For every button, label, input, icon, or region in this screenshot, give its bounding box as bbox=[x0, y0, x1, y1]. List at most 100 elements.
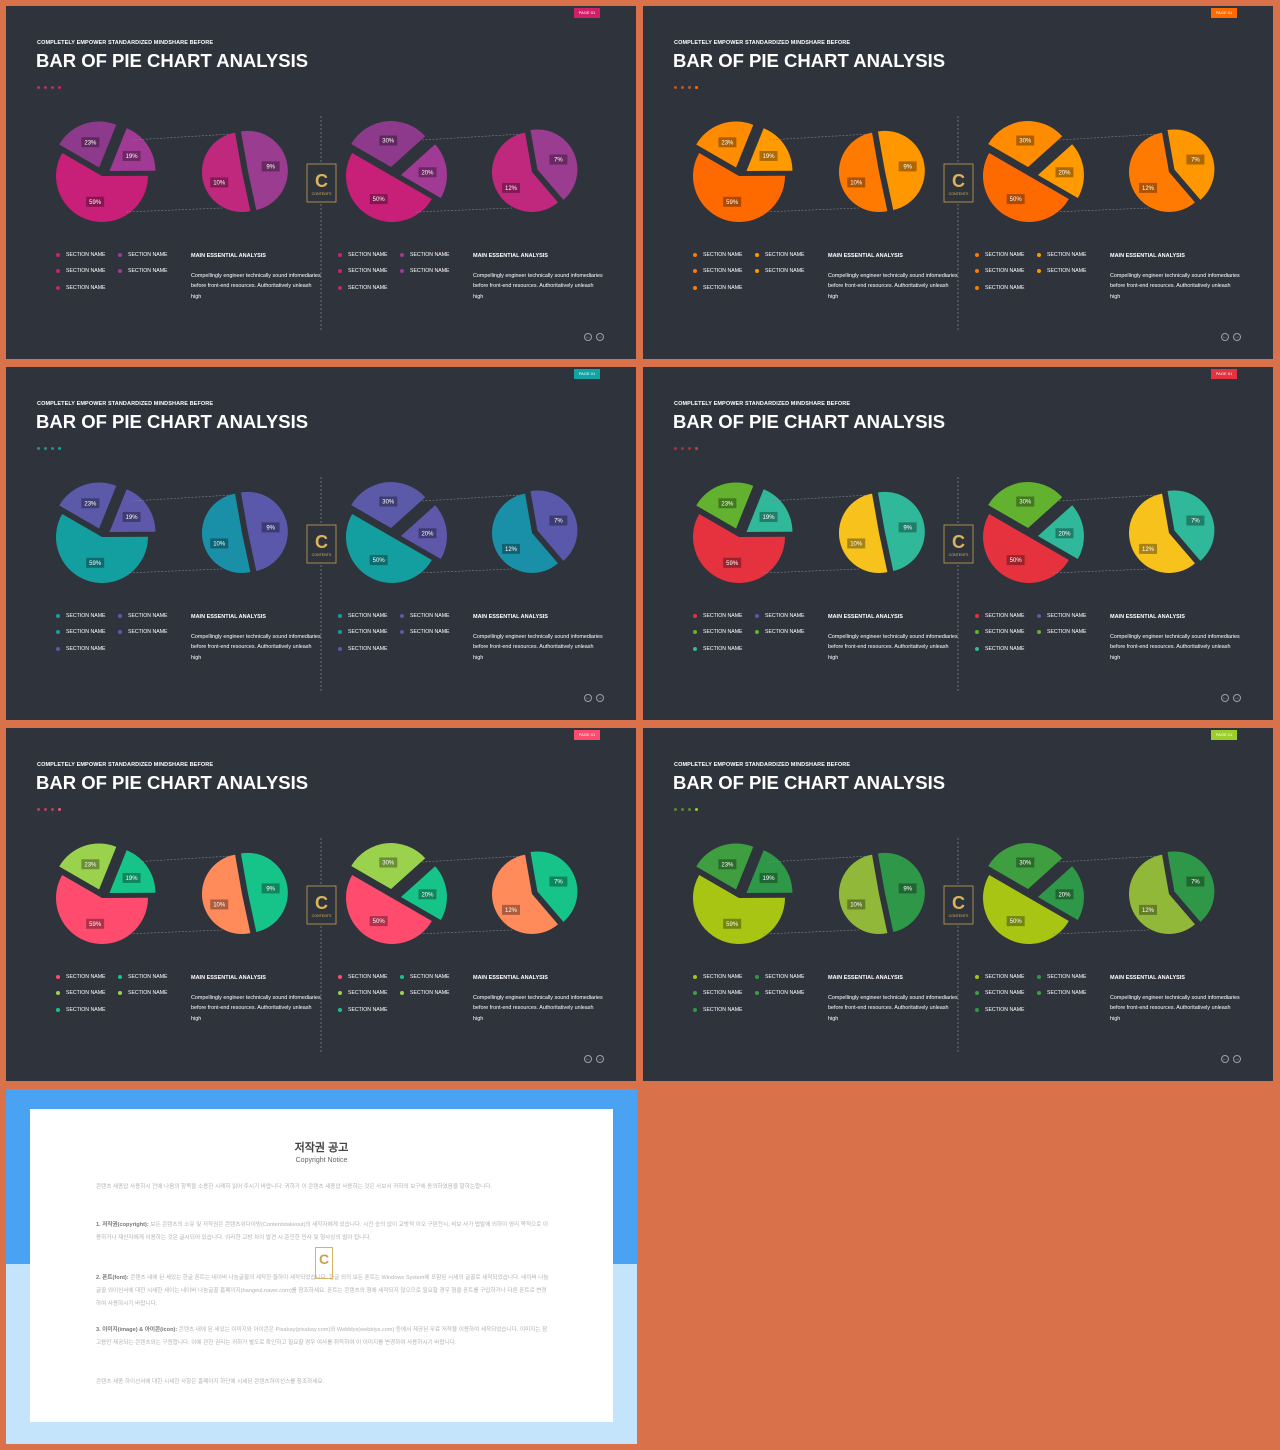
legend-marker bbox=[975, 253, 979, 257]
secondary-slice-right-a-label: 12% bbox=[1139, 543, 1158, 554]
main-analysis-body: Compellingly engineer technically sound … bbox=[191, 995, 321, 1022]
next-arrow-icon[interactable]: → bbox=[1233, 333, 1241, 341]
slice-left-large-label: 59% bbox=[86, 196, 105, 207]
progress-dot bbox=[37, 86, 40, 89]
slice-right-small bbox=[1037, 505, 1084, 560]
legend-item: SECTION NAME bbox=[975, 644, 1025, 654]
main-analysis-body: Compellingly engineer technically sound … bbox=[1110, 995, 1240, 1022]
legend-label: SECTION NAME bbox=[985, 974, 1025, 980]
secondary-slice-right-a bbox=[491, 493, 558, 574]
svg-text:C: C bbox=[952, 893, 965, 913]
progress-dot bbox=[51, 808, 54, 811]
svg-text:CONTENTS: CONTENTS bbox=[312, 553, 332, 557]
prev-arrow-icon[interactable]: ← bbox=[1221, 1055, 1229, 1063]
legend-item: SECTION NAME bbox=[693, 988, 743, 998]
slice-right-mid-label: 30% bbox=[379, 496, 398, 507]
legend-label: SECTION NAME bbox=[410, 613, 450, 619]
page-badge: PAGE 01 bbox=[574, 8, 600, 18]
prev-arrow-icon[interactable]: ← bbox=[584, 333, 592, 341]
legend-marker bbox=[56, 647, 60, 651]
connector-line-right-top bbox=[1058, 494, 1160, 502]
secondary-slice-right-b-label: 7% bbox=[1186, 876, 1205, 887]
next-arrow-icon[interactable]: → bbox=[596, 694, 604, 702]
next-arrow-icon[interactable]: → bbox=[1233, 1055, 1241, 1063]
legend-marker bbox=[56, 286, 60, 290]
progress-dot bbox=[681, 808, 684, 811]
next-arrow-icon[interactable]: → bbox=[596, 333, 604, 341]
svg-text:10%: 10% bbox=[850, 541, 863, 547]
svg-text:30%: 30% bbox=[1019, 139, 1032, 145]
slice-left-small bbox=[109, 489, 156, 532]
svg-text:CONTENTS: CONTENTS bbox=[949, 914, 969, 918]
legend-item: SECTION NAME bbox=[56, 266, 106, 276]
connector-line-left-top bbox=[131, 133, 233, 141]
legend-marker bbox=[338, 286, 342, 290]
legend-marker bbox=[755, 253, 759, 257]
legend-marker bbox=[56, 1008, 60, 1012]
legend-item: SECTION NAME bbox=[338, 627, 388, 637]
main-analysis-body: Compellingly engineer technically sound … bbox=[828, 995, 958, 1022]
progress-dot bbox=[674, 86, 677, 89]
svg-text:59%: 59% bbox=[89, 922, 102, 928]
slice-left-mid bbox=[59, 121, 117, 168]
slice-left-mid bbox=[59, 482, 117, 529]
connector-line-left-bottom bbox=[125, 568, 223, 574]
next-arrow-icon[interactable]: → bbox=[1233, 694, 1241, 702]
legend-marker bbox=[400, 253, 404, 257]
legend-marker bbox=[118, 614, 122, 618]
main-analysis-body: Compellingly engineer technically sound … bbox=[473, 995, 603, 1022]
legend-label: SECTION NAME bbox=[1047, 974, 1087, 980]
slice-left-small bbox=[109, 128, 156, 171]
svg-text:50%: 50% bbox=[1010, 197, 1023, 203]
legend-item: SECTION NAME bbox=[755, 988, 805, 998]
legend-label: SECTION NAME bbox=[348, 974, 388, 980]
connector-line-right-top bbox=[421, 133, 523, 141]
legend-marker bbox=[1037, 614, 1041, 618]
legend-item: SECTION NAME bbox=[338, 972, 388, 982]
slice-right-mid-label: 30% bbox=[1016, 135, 1035, 146]
prev-arrow-icon[interactable]: ← bbox=[1221, 694, 1229, 702]
secondary-slice-right-a bbox=[1128, 854, 1195, 935]
legend-item: SECTION NAME bbox=[56, 644, 106, 654]
main-analysis-body: Compellingly engineer technically sound … bbox=[1110, 634, 1240, 661]
legend-label: SECTION NAME bbox=[348, 613, 388, 619]
legend-marker bbox=[400, 269, 404, 273]
legend-label: SECTION NAME bbox=[66, 285, 106, 291]
prev-arrow-icon[interactable]: ← bbox=[1221, 333, 1229, 341]
slice-right-large bbox=[346, 153, 432, 222]
secondary-slice-left-b-label: 9% bbox=[898, 522, 917, 533]
legend-label: SECTION NAME bbox=[128, 974, 168, 980]
next-arrow-icon[interactable]: → bbox=[596, 1055, 604, 1063]
secondary-slice-left-a-label: 10% bbox=[847, 538, 866, 549]
prev-arrow-icon[interactable]: ← bbox=[584, 1055, 592, 1063]
slice-right-large-label: 50% bbox=[1006, 555, 1025, 566]
svg-text:CONTENTS: CONTENTS bbox=[312, 914, 332, 918]
legend-label: SECTION NAME bbox=[985, 268, 1025, 274]
legend-marker bbox=[338, 647, 342, 651]
legend-marker bbox=[338, 630, 342, 634]
slice-right-large-label: 50% bbox=[1006, 916, 1025, 927]
slice-right-small bbox=[400, 144, 447, 199]
prev-arrow-icon[interactable]: ← bbox=[584, 694, 592, 702]
secondary-slice-left-a bbox=[201, 493, 251, 574]
connector-line-right-bottom bbox=[1052, 929, 1150, 935]
slice-left-large bbox=[56, 153, 149, 222]
progress-dots bbox=[37, 808, 61, 811]
slide-kicker: COMPLETELY EMPOWER STANDARDIZED MINDSHAR… bbox=[674, 401, 851, 407]
svg-text:7%: 7% bbox=[554, 158, 563, 164]
secondary-slice-right-b-label: 7% bbox=[549, 515, 568, 526]
slice-right-small-label: 20% bbox=[418, 528, 437, 539]
slide-title: BAR OF PIE CHART ANALYSIS bbox=[673, 411, 946, 432]
legend-marker bbox=[400, 630, 404, 634]
legend-item: SECTION NAME bbox=[975, 283, 1025, 293]
svg-text:20%: 20% bbox=[421, 170, 434, 176]
legend-item: SECTION NAME bbox=[56, 627, 106, 637]
main-analysis-heading: MAIN ESSENTIAL ANALYSIS bbox=[473, 614, 548, 620]
legend-item: SECTION NAME bbox=[400, 611, 450, 621]
slice-right-large-label: 50% bbox=[1006, 194, 1025, 205]
legend-item: SECTION NAME bbox=[1037, 611, 1087, 621]
